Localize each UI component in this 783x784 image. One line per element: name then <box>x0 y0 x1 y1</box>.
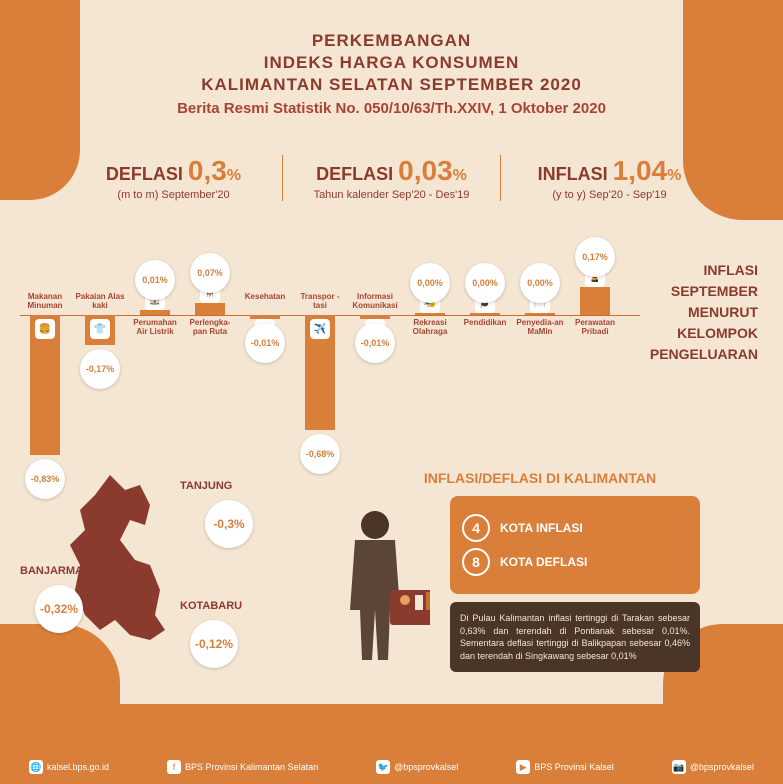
bar-rect <box>525 313 555 315</box>
info-count: 8 <box>462 548 490 576</box>
metric-sub: (m to m) September'20 <box>75 189 272 201</box>
bar-value: -0,01% <box>245 323 285 363</box>
footer-icon: ▶ <box>516 760 530 774</box>
bar-rect <box>470 313 500 315</box>
bar-rect <box>580 287 610 315</box>
bar-label: Makanan Minuman <box>20 293 70 311</box>
bar-icon: 👕 <box>90 319 110 339</box>
map-label-1: BANJARMASIN <box>20 565 101 577</box>
footer-item-2: 🐦 @bpsprovkalsel <box>376 760 458 774</box>
metric-sub: Tahun kalender Sep'20 - Des'19 <box>293 189 490 201</box>
bar-icon: 🍔 <box>35 319 55 339</box>
map-shape <box>70 475 165 640</box>
info-box: 4 KOTA INFLASI 8 KOTA DEFLASI <box>450 496 700 594</box>
bar-value: -0,01% <box>355 323 395 363</box>
map-region: TANJUNG-0,3%BANJARMASIN-0,32%KOTABARU-0,… <box>30 470 310 670</box>
bar-label: Pakaian Alas kaki <box>75 293 125 311</box>
info-title: INFLASI/DEFLASI DI KALIMANTAN <box>350 470 730 486</box>
chart-title: INFLASI SEPTEMBER MENURUT KELOMPOK PENGE… <box>648 260 758 365</box>
metric-title: DEFLASI <box>106 164 188 184</box>
bar-label: Pendidikan <box>460 319 510 328</box>
bar-value: -0,17% <box>80 349 120 389</box>
info-count: 4 <box>462 514 490 542</box>
metric-1: DEFLASI 0,03% Tahun kalender Sep'20 - Des… <box>283 155 501 201</box>
metric-title: DEFLASI <box>316 164 398 184</box>
metric-pct: % <box>453 167 467 184</box>
title-line3: KALIMANTAN SELATAN SEPTEMBER 2020 <box>201 75 582 94</box>
bar-value: 0,00% <box>520 263 560 303</box>
bar-chart: Makanan Minuman 🍔 -0,83% Pakaian Alas ka… <box>20 255 640 455</box>
title-line2: INDEKS HARGA KONSUMEN <box>264 53 520 72</box>
bar-value: 0,00% <box>410 263 450 303</box>
metric-pct: % <box>227 167 241 184</box>
person-illustration <box>330 500 430 660</box>
footer-text: @bpsprovkalsel <box>394 762 458 772</box>
header: PERKEMBANGAN INDEKS HARGA KONSUMEN KALIM… <box>0 30 783 117</box>
bar-value: 0,01% <box>135 260 175 300</box>
footer-item-3: ▶ BPS Provinsi Kalsel <box>516 760 614 774</box>
bar-label: Transpor -tasi <box>295 293 345 311</box>
metric-title: INFLASI <box>538 164 613 184</box>
map-bubble-0: -0,3% <box>205 500 253 548</box>
info-desc: Di Pulau Kalimantan inflasi tertinggi di… <box>450 602 700 672</box>
metric-value: 1,04 <box>613 155 668 186</box>
info-row-0: 4 KOTA INFLASI <box>462 514 688 542</box>
metric-value: 0,03 <box>398 155 453 186</box>
metric-value: 0,3 <box>188 155 227 186</box>
footer-item-4: 📷 @bpsprovkalsel <box>672 760 754 774</box>
bar-rect <box>140 310 170 315</box>
footer-icon: 🐦 <box>376 760 390 774</box>
metric-0: DEFLASI 0,3% (m to m) September'20 <box>65 155 283 201</box>
bar-label: Kesehatan <box>240 293 290 302</box>
map-label-2: KOTABARU <box>180 600 242 612</box>
metric-2: INFLASI 1,04% (y to y) Sep'20 - Sep'19 <box>501 155 718 201</box>
footer-icon: 🌐 <box>29 760 43 774</box>
bar-icon: ✈️ <box>310 319 330 339</box>
bar-value: 0,00% <box>465 263 505 303</box>
metrics-row: DEFLASI 0,3%(m to m) September'20DEFLASI… <box>65 155 718 201</box>
info-label: KOTA INFLASI <box>500 521 583 535</box>
bar-rect <box>415 313 445 315</box>
footer: 🌐 kalsel.bps.go.id f BPS Provinsi Kalimanta… <box>0 760 783 774</box>
bar-value: 0,17% <box>575 237 615 277</box>
bar-label: Penyedia-an MaMin <box>515 319 565 337</box>
bar-label: Perlengka-pan Ruta <box>185 319 235 337</box>
bar-rect <box>195 303 225 315</box>
metric-sub: (y to y) Sep'20 - Sep'19 <box>511 189 708 201</box>
footer-icon: 📷 <box>672 760 686 774</box>
bar-value: -0,68% <box>300 434 340 474</box>
footer-text: BPS Provinsi Kalsel <box>534 762 614 772</box>
info-label: KOTA DEFLASI <box>500 555 587 569</box>
footer-icon: f <box>167 760 181 774</box>
map-bubble-2: -0,12% <box>190 620 238 668</box>
title-line1: PERKEMBANGAN <box>312 31 471 50</box>
bar-label: Perumahan Air Listrik <box>130 319 180 337</box>
map-bubble-1: -0,32% <box>35 585 83 633</box>
subtitle: Berita Resmi Statistik No. 050/10/63/Th.… <box>0 100 783 117</box>
map-label-0: TANJUNG <box>180 480 232 492</box>
footer-item-0: 🌐 kalsel.bps.go.id <box>29 760 109 774</box>
bar-label: Rekreasi Olahraga <box>405 319 455 337</box>
info-row-1: 8 KOTA DEFLASI <box>462 548 688 576</box>
footer-text: kalsel.bps.go.id <box>47 762 109 772</box>
footer-text: BPS Provinsi Kalimantan Selatan <box>185 762 318 772</box>
footer-item-1: f BPS Provinsi Kalimantan Selatan <box>167 760 318 774</box>
footer-text: @bpsprovkalsel <box>690 762 754 772</box>
bar-value: 0,07% <box>190 253 230 293</box>
metric-pct: % <box>667 167 681 184</box>
bar-label: Perawatan Pribadi <box>570 319 620 337</box>
bar-label: Informasi Komunikasi <box>350 293 400 311</box>
